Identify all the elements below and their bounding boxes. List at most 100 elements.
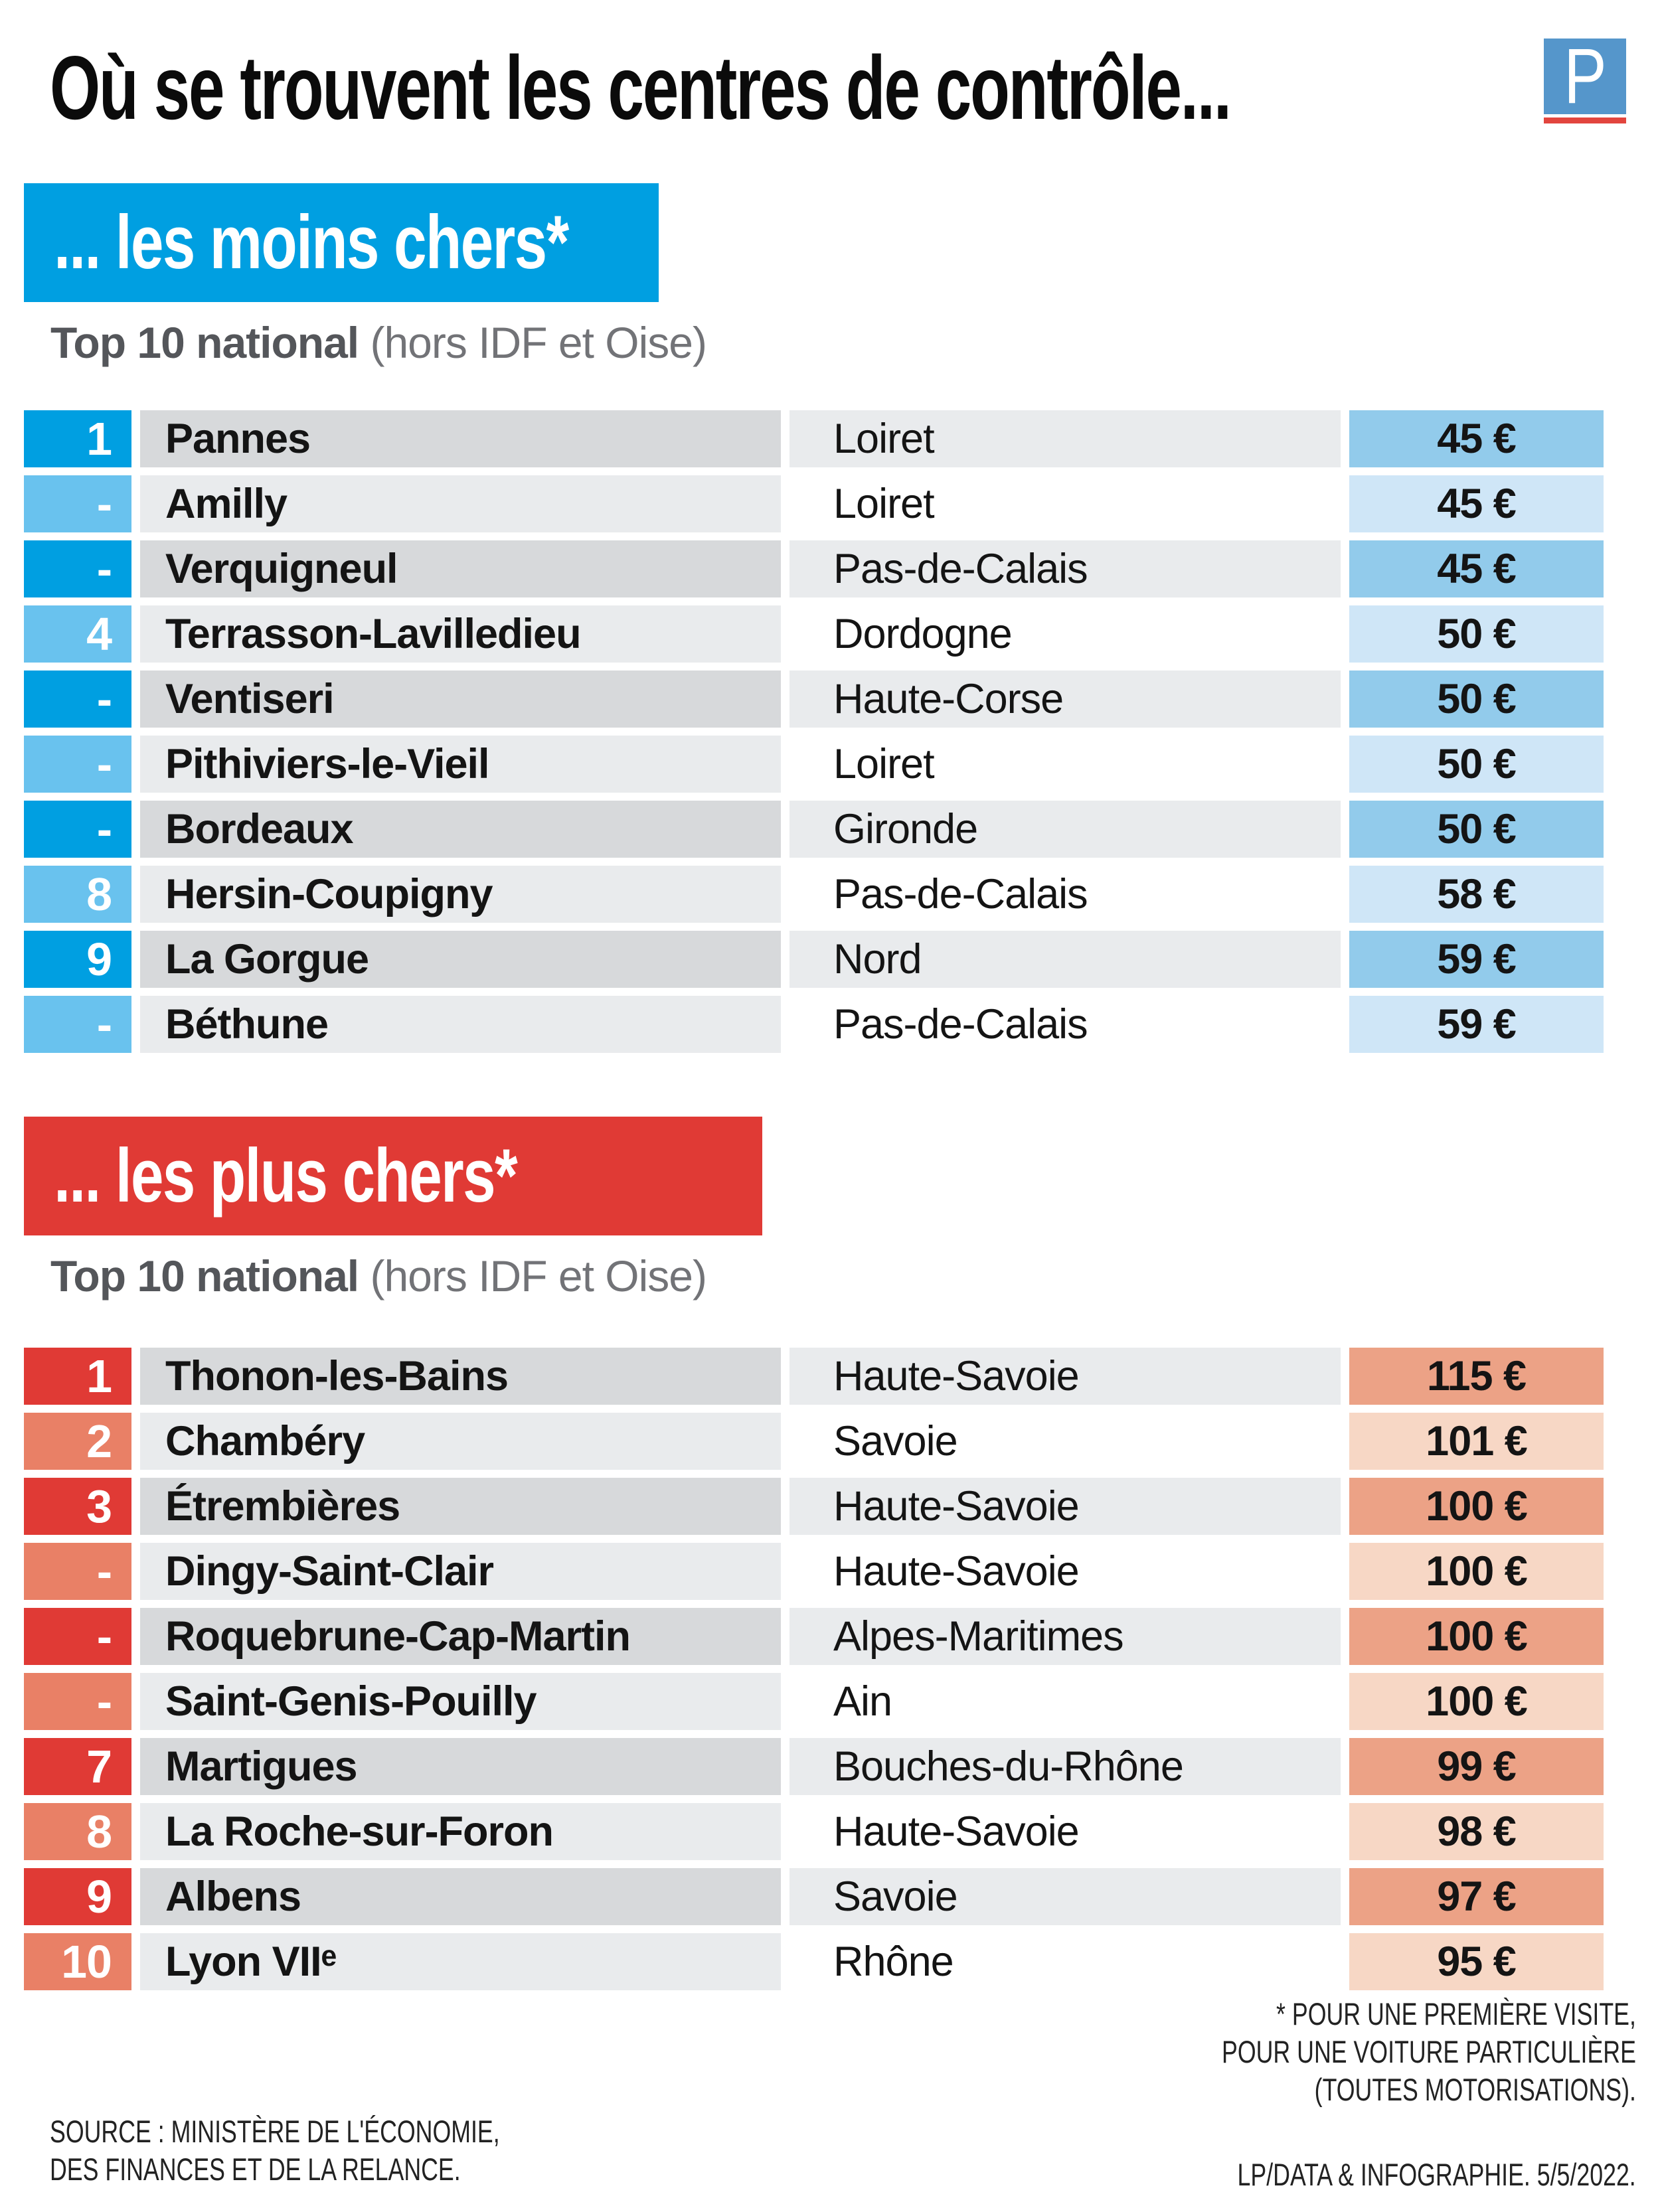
table-row: - Saint-Genis-Pouilly Ain 100 € [24, 1673, 1604, 1730]
city-cell: Albens [140, 1868, 781, 1925]
city-cell: Béthune [140, 996, 781, 1053]
department-cell: Loiret [789, 475, 1341, 532]
rank-cell: 8 [24, 1803, 131, 1860]
price-cell: 99 € [1349, 1738, 1604, 1795]
price-cell: 45 € [1349, 410, 1604, 467]
city-cell: Roquebrune-Cap-Martin [140, 1608, 781, 1665]
price-cell: 97 € [1349, 1868, 1604, 1925]
price-cell: 45 € [1349, 540, 1604, 597]
table-row: 8 Hersin-Coupigny Pas-de-Calais 58 € [24, 866, 1604, 923]
department-cell: Haute-Savoie [789, 1543, 1341, 1600]
table-expensive: 1 Thonon-les-Bains Haute-Savoie 115 €2 Chamb… [24, 1348, 1604, 1998]
footnote-line: POUR UNE VOITURE PARTICULIÈRE [1222, 2034, 1636, 2069]
department-cell: Nord [789, 931, 1341, 988]
rank-cell: - [24, 671, 131, 728]
table-row: 4 Terrasson-Lavilledieu Dordogne 50 € [24, 605, 1604, 663]
price-cell: 58 € [1349, 866, 1604, 923]
rank-cell: 9 [24, 931, 131, 988]
table-row: 9 La Gorgue Nord 59 € [24, 931, 1604, 988]
city-cell: Martigues [140, 1738, 781, 1795]
page-title: Où se trouvent les centres de contrôle..… [50, 37, 1232, 138]
rank-cell: - [24, 801, 131, 858]
table-row: - Ventiseri Haute-Corse 50 € [24, 671, 1604, 728]
table-row: - Verquigneul Pas-de-Calais 45 € [24, 540, 1604, 597]
price-cell: 95 € [1349, 1933, 1604, 1990]
city-cell: Pithiviers-le-Vieil [140, 736, 781, 793]
department-cell: Dordogne [789, 605, 1341, 663]
rank-cell: 9 [24, 1868, 131, 1925]
source-note: SOURCE : MINISTÈRE DE L'ÉCONOMIE, DES FI… [50, 2112, 500, 2188]
rank-cell: 7 [24, 1738, 131, 1795]
price-cell: 50 € [1349, 736, 1604, 793]
department-cell: Bouches-du-Rhône [789, 1738, 1341, 1795]
rank-cell: - [24, 996, 131, 1053]
table-row: - Dingy-Saint-Clair Haute-Savoie 100 € [24, 1543, 1604, 1600]
table-row: 3 Étrembières Haute-Savoie 100 € [24, 1478, 1604, 1535]
department-cell: Haute-Savoie [789, 1803, 1341, 1860]
rank-cell: 2 [24, 1413, 131, 1470]
subtitle-expensive-regular: (hors IDF et Oise) [370, 1251, 707, 1301]
city-cell: Terrasson-Lavilledieu [140, 605, 781, 663]
table-row: - Roquebrune-Cap-Martin Alpes-Maritimes 100… [24, 1608, 1604, 1665]
city-cell: Ventiseri [140, 671, 781, 728]
rank-cell: 4 [24, 605, 131, 663]
credit-line: LP/DATA & INFOGRAPHIE. 5/5/2022. [1237, 2157, 1636, 2192]
price-cell: 100 € [1349, 1608, 1604, 1665]
table-row: - Béthune Pas-de-Calais 59 € [24, 996, 1604, 1053]
table-row: - Pithiviers-le-Vieil Loiret 50 € [24, 736, 1604, 793]
department-cell: Loiret [789, 736, 1341, 793]
city-cell: Étrembières [140, 1478, 781, 1535]
price-cell: 59 € [1349, 931, 1604, 988]
city-cell: Chambéry [140, 1413, 781, 1470]
table-row: 8 La Roche-sur-Foron Haute-Savoie 98 € [24, 1803, 1604, 1860]
city-cell: La Roche-sur-Foron [140, 1803, 781, 1860]
subtitle-cheapest-bold: Top 10 national [50, 318, 359, 367]
rank-cell: - [24, 475, 131, 532]
city-cell: Dingy-Saint-Clair [140, 1543, 781, 1600]
banner-cheapest: ... les moins chers* [24, 183, 659, 302]
rank-cell: - [24, 1543, 131, 1600]
rank-cell: - [24, 736, 131, 793]
subtitle-cheapest-regular: (hors IDF et Oise) [370, 318, 707, 367]
table-row: - Amilly Loiret 45 € [24, 475, 1604, 532]
department-cell: Pas-de-Calais [789, 866, 1341, 923]
table-row: 1 Thonon-les-Bains Haute-Savoie 115 € [24, 1348, 1604, 1405]
parisien-logo: P [1544, 37, 1626, 123]
price-cell: 101 € [1349, 1413, 1604, 1470]
department-cell: Ain [789, 1673, 1341, 1730]
city-cell: Hersin-Coupigny [140, 866, 781, 923]
department-cell: Haute-Savoie [789, 1478, 1341, 1535]
department-cell: Loiret [789, 410, 1341, 467]
table-row: 10 Lyon VIIᵉ Rhône 95 € [24, 1933, 1604, 1990]
rank-cell: - [24, 1673, 131, 1730]
price-cell: 100 € [1349, 1478, 1604, 1535]
department-cell: Pas-de-Calais [789, 540, 1341, 597]
city-cell: Bordeaux [140, 801, 781, 858]
city-cell: La Gorgue [140, 931, 781, 988]
department-cell: Haute-Savoie [789, 1348, 1341, 1405]
price-cell: 45 € [1349, 475, 1604, 532]
logo-underline [1544, 118, 1626, 123]
table-cheapest: 1 Pannes Loiret 45 € - Amilly Loiret 45 € - Verqu… [24, 410, 1604, 1061]
rank-cell: 8 [24, 866, 131, 923]
department-cell: Savoie [789, 1413, 1341, 1470]
rank-cell: 1 [24, 1348, 131, 1405]
footnote: * POUR UNE PREMIÈRE VISITE, POUR UNE VOI… [1222, 1995, 1636, 2108]
price-cell: 59 € [1349, 996, 1604, 1053]
source-line: SOURCE : MINISTÈRE DE L'ÉCONOMIE, [50, 2114, 500, 2149]
department-cell: Alpes-Maritimes [789, 1608, 1341, 1665]
price-cell: 100 € [1349, 1543, 1604, 1600]
department-cell: Savoie [789, 1868, 1341, 1925]
city-cell: Saint-Genis-Pouilly [140, 1673, 781, 1730]
rank-cell: 1 [24, 410, 131, 467]
table-row: 9 Albens Savoie 97 € [24, 1868, 1604, 1925]
rank-cell: - [24, 540, 131, 597]
department-cell: Pas-de-Calais [789, 996, 1341, 1053]
logo-square: P [1544, 37, 1626, 116]
subtitle-expensive: Top 10 national (hors IDF et Oise) [50, 1251, 707, 1301]
banner-cheapest-label: ... les moins chers* [54, 200, 569, 285]
rank-cell: 10 [24, 1933, 131, 1990]
price-cell: 50 € [1349, 801, 1604, 858]
city-cell: Pannes [140, 410, 781, 467]
